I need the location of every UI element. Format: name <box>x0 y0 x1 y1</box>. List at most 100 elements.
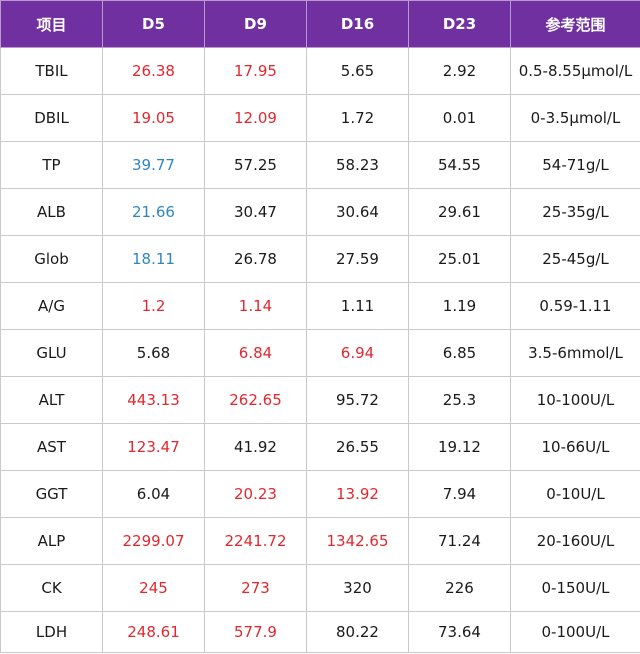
cell-value-d16: 27.59 <box>306 235 409 283</box>
cell-value-d5: 39.77 <box>102 141 205 189</box>
cell-value-d23: 2.92 <box>408 47 511 95</box>
cell-value-d16: 95.72 <box>306 376 409 424</box>
cell-value-d16: 26.55 <box>306 423 409 471</box>
cell-reference-range: 20-160U/L <box>510 517 640 565</box>
cell-value-d16: 80.22 <box>306 611 409 653</box>
header-d16: D16 <box>306 0 409 48</box>
table-row: CK 245 273 320 226 0-150U/L <box>0 564 640 612</box>
cell-value-d9: 577.9 <box>204 611 307 653</box>
cell-value-d5: 2299.07 <box>102 517 205 565</box>
cell-item-name: AST <box>0 423 103 471</box>
table-row: LDH 248.61 577.9 80.22 73.64 0-100U/L <box>0 611 640 653</box>
header-item: 项目 <box>0 0 103 48</box>
cell-reference-range: 10-66U/L <box>510 423 640 471</box>
cell-value-d5: 21.66 <box>102 188 205 236</box>
table-row: ALP 2299.07 2241.72 1342.65 71.24 20-160U/L <box>0 517 640 565</box>
table-row: TP 39.77 57.25 58.23 54.55 54-71g/L <box>0 141 640 189</box>
cell-value-d5: 6.04 <box>102 470 205 518</box>
cell-value-d23: 7.94 <box>408 470 511 518</box>
cell-value-d9: 262.65 <box>204 376 307 424</box>
cell-value-d23: 6.85 <box>408 329 511 377</box>
cell-item-name: Glob <box>0 235 103 283</box>
header-reference-range: 参考范围 <box>510 0 640 48</box>
cell-reference-range: 0-100U/L <box>510 611 640 653</box>
table-row: GLU 5.68 6.84 6.94 6.85 3.5-6mmol/L <box>0 329 640 377</box>
cell-reference-range: 0-10U/L <box>510 470 640 518</box>
cell-item-name: CK <box>0 564 103 612</box>
cell-reference-range: 0.59-1.11 <box>510 282 640 330</box>
cell-value-d16: 320 <box>306 564 409 612</box>
table-row: A/G 1.2 1.14 1.11 1.19 0.59-1.11 <box>0 282 640 330</box>
cell-item-name: ALT <box>0 376 103 424</box>
header-row: 项目 D5 D9 D16 D23 参考范围 <box>0 0 640 48</box>
cell-value-d16: 58.23 <box>306 141 409 189</box>
cell-reference-range: 10-100U/L <box>510 376 640 424</box>
cell-reference-range: 0-3.5μmol/L <box>510 94 640 142</box>
table-row: DBIL 19.05 12.09 1.72 0.01 0-3.5μmol/L <box>0 94 640 142</box>
cell-value-d9: 17.95 <box>204 47 307 95</box>
cell-value-d16: 1342.65 <box>306 517 409 565</box>
cell-value-d23: 54.55 <box>408 141 511 189</box>
cell-value-d5: 5.68 <box>102 329 205 377</box>
cell-value-d23: 29.61 <box>408 188 511 236</box>
cell-value-d5: 443.13 <box>102 376 205 424</box>
cell-item-name: ALB <box>0 188 103 236</box>
cell-value-d16: 5.65 <box>306 47 409 95</box>
header-d9: D9 <box>204 0 307 48</box>
table-row: AST 123.47 41.92 26.55 19.12 10-66U/L <box>0 423 640 471</box>
cell-item-name: DBIL <box>0 94 103 142</box>
cell-reference-range: 0.5-8.55μmol/L <box>510 47 640 95</box>
cell-value-d5: 26.38 <box>102 47 205 95</box>
cell-value-d5: 245 <box>102 564 205 612</box>
cell-value-d9: 6.84 <box>204 329 307 377</box>
cell-value-d5: 123.47 <box>102 423 205 471</box>
cell-value-d23: 0.01 <box>408 94 511 142</box>
cell-value-d16: 6.94 <box>306 329 409 377</box>
table-row: ALT 443.13 262.65 95.72 25.3 10-100U/L <box>0 376 640 424</box>
cell-value-d16: 13.92 <box>306 470 409 518</box>
header-d5: D5 <box>102 0 205 48</box>
table-row: Glob 18.11 26.78 27.59 25.01 25-45g/L <box>0 235 640 283</box>
cell-value-d16: 1.11 <box>306 282 409 330</box>
cell-item-name: ALP <box>0 517 103 565</box>
cell-value-d23: 1.19 <box>408 282 511 330</box>
cell-reference-range: 54-71g/L <box>510 141 640 189</box>
header-d23: D23 <box>408 0 511 48</box>
cell-value-d23: 73.64 <box>408 611 511 653</box>
cell-reference-range: 25-35g/L <box>510 188 640 236</box>
cell-value-d9: 20.23 <box>204 470 307 518</box>
cell-value-d23: 226 <box>408 564 511 612</box>
cell-value-d9: 41.92 <box>204 423 307 471</box>
cell-value-d23: 19.12 <box>408 423 511 471</box>
cell-value-d5: 248.61 <box>102 611 205 653</box>
cell-value-d9: 12.09 <box>204 94 307 142</box>
table-body: TBIL 26.38 17.95 5.65 2.92 0.5-8.55μmol/L DBIL… <box>0 47 640 653</box>
cell-reference-range: 3.5-6mmol/L <box>510 329 640 377</box>
cell-value-d9: 1.14 <box>204 282 307 330</box>
cell-value-d9: 2241.72 <box>204 517 307 565</box>
cell-value-d9: 26.78 <box>204 235 307 283</box>
cell-value-d5: 18.11 <box>102 235 205 283</box>
cell-value-d23: 25.01 <box>408 235 511 283</box>
cell-value-d16: 1.72 <box>306 94 409 142</box>
cell-item-name: TP <box>0 141 103 189</box>
cell-value-d16: 30.64 <box>306 188 409 236</box>
table-row: TBIL 26.38 17.95 5.65 2.92 0.5-8.55μmol/L <box>0 47 640 95</box>
cell-item-name: GLU <box>0 329 103 377</box>
table-row: GGT 6.04 20.23 13.92 7.94 0-10U/L <box>0 470 640 518</box>
cell-value-d23: 71.24 <box>408 517 511 565</box>
cell-value-d9: 57.25 <box>204 141 307 189</box>
cell-value-d9: 273 <box>204 564 307 612</box>
cell-item-name: LDH <box>0 611 103 653</box>
table-row: ALB 21.66 30.47 30.64 29.61 25-35g/L <box>0 188 640 236</box>
cell-value-d23: 25.3 <box>408 376 511 424</box>
cell-reference-range: 25-45g/L <box>510 235 640 283</box>
table-header: 项目 D5 D9 D16 D23 参考范围 <box>0 0 640 48</box>
cell-value-d5: 19.05 <box>102 94 205 142</box>
cell-value-d5: 1.2 <box>102 282 205 330</box>
cell-reference-range: 0-150U/L <box>510 564 640 612</box>
cell-value-d9: 30.47 <box>204 188 307 236</box>
cell-item-name: GGT <box>0 470 103 518</box>
cell-item-name: A/G <box>0 282 103 330</box>
